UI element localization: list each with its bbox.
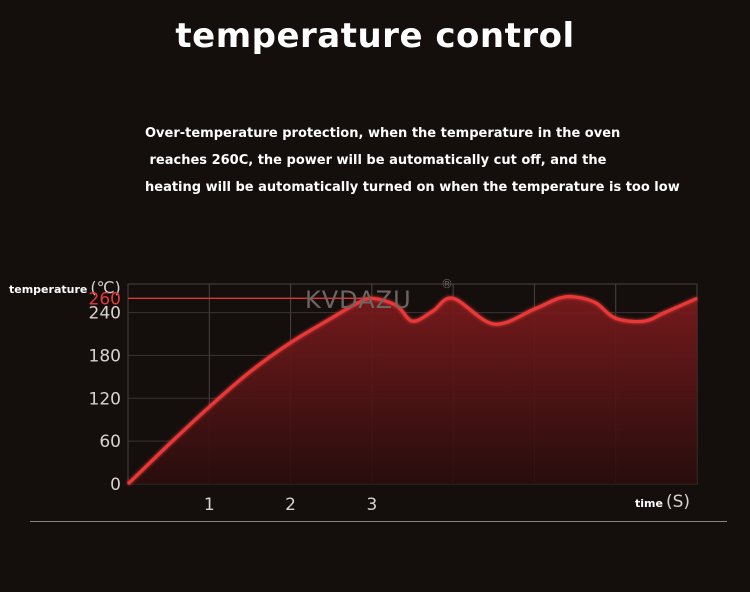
x-axis-label: time (S) bbox=[635, 492, 690, 512]
y-tick-label: 120 bbox=[89, 389, 121, 409]
registered-mark: ® bbox=[441, 277, 453, 291]
y-tick-label: 180 bbox=[89, 346, 121, 366]
description-line-1: Over-temperature protection, when the te… bbox=[145, 126, 621, 141]
y-axis-label: temperature (℃) bbox=[9, 278, 121, 297]
x-tick-label: 3 bbox=[366, 495, 377, 515]
description-line-2: reaches 260C, the power will be automati… bbox=[145, 153, 607, 168]
description-text: Over-temperature protection, when the te… bbox=[145, 120, 725, 201]
y-tick-label: 260 bbox=[89, 289, 121, 309]
description-line-3: heating will be automatically turned on … bbox=[145, 180, 680, 195]
y-tick-label: 60 bbox=[99, 432, 121, 452]
x-tick-label: 1 bbox=[204, 495, 215, 515]
temperature-area bbox=[128, 296, 697, 484]
divider-line bbox=[30, 521, 727, 522]
brand-watermark: KVDAZU bbox=[305, 286, 412, 314]
page-title: temperature control bbox=[175, 16, 575, 56]
x-axis-label-unit: (S) bbox=[665, 492, 691, 512]
y-axis-label-unit: (℃) bbox=[90, 278, 121, 297]
x-tick-labels: 1 2 3 bbox=[204, 495, 377, 515]
x-axis-label-word: time bbox=[635, 497, 663, 510]
y-axis-label-word: temperature bbox=[9, 283, 88, 296]
y-tick-label: 0 bbox=[110, 475, 121, 495]
y-tick-label: 240 bbox=[89, 304, 121, 324]
x-tick-label: 2 bbox=[285, 495, 296, 515]
temperature-curve bbox=[126, 294, 698, 486]
